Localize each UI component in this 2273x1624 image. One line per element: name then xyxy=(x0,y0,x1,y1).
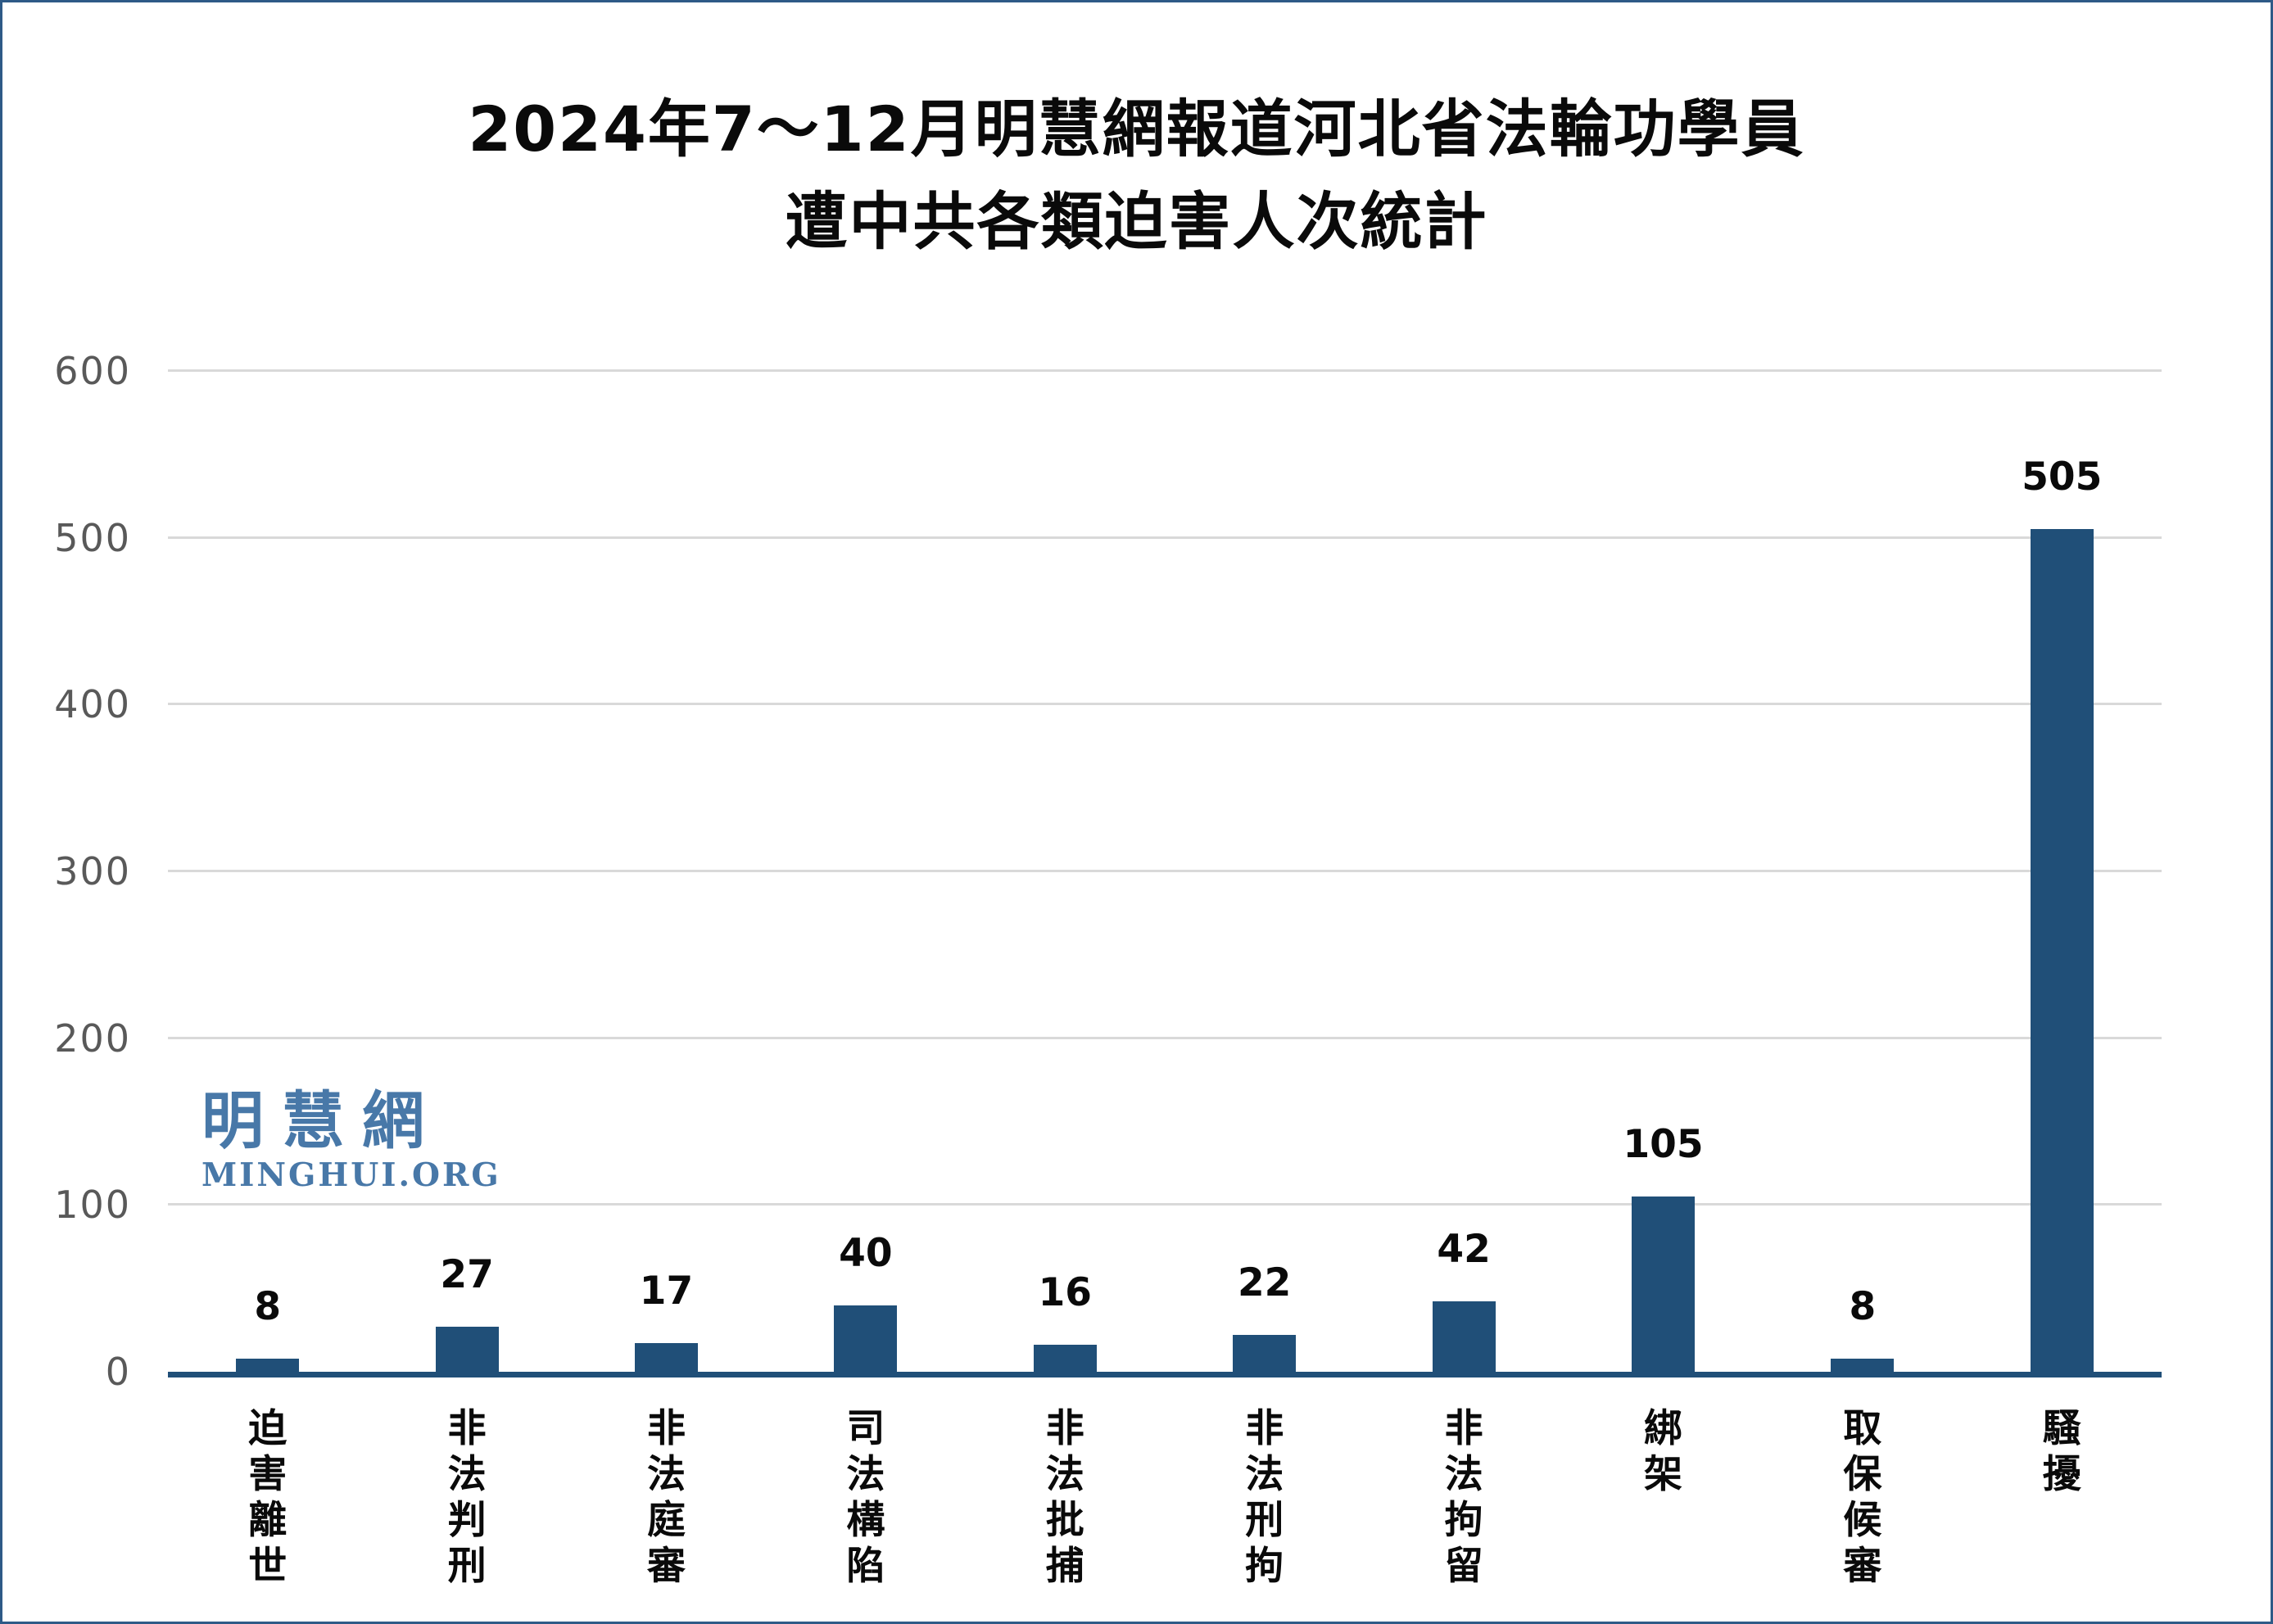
y-tick-label-500: 500 xyxy=(54,515,131,560)
chart-title: 2024年7～12月明慧網報道河北省法輪功學員 遭中共各類迫害人次統計 xyxy=(2,83,2271,268)
y-tick-label-300: 300 xyxy=(54,849,131,893)
gridline-500 xyxy=(168,536,2162,539)
x-category-label-非法庭審: 非 法 庭 審 xyxy=(646,1406,686,1589)
bar-value-取保候審: 8 xyxy=(1849,1283,1877,1329)
bar-綁架 xyxy=(1632,1197,1695,1372)
x-axis-line xyxy=(168,1372,2162,1377)
bar-取保候審 xyxy=(1831,1358,1895,1372)
bar-非法拘留 xyxy=(1432,1301,1496,1372)
bar-非法庭審 xyxy=(635,1343,698,1372)
bar-騷擾 xyxy=(2030,529,2094,1372)
x-category-label-綁架: 綁 架 xyxy=(1643,1406,1682,1497)
bar-非法刑拘 xyxy=(1233,1335,1297,1372)
bar-value-非法批捕: 16 xyxy=(1038,1270,1092,1316)
x-category-label-非法拘留: 非 法 拘 留 xyxy=(1444,1406,1483,1589)
chart-title-line1: 2024年7～12月明慧網報道河北省法輪功學員 xyxy=(468,93,1805,165)
x-category-label-司法構陷: 司 法 構 陷 xyxy=(846,1406,885,1589)
bar-非法判刑 xyxy=(435,1327,499,1372)
bar-迫害離世 xyxy=(236,1358,300,1372)
gridline-600 xyxy=(168,369,2162,372)
y-tick-label-600: 600 xyxy=(54,349,131,393)
bar-value-非法拘留: 42 xyxy=(1437,1227,1491,1273)
bar-value-綁架: 105 xyxy=(1623,1122,1704,1168)
y-tick-label-0: 0 xyxy=(105,1350,131,1394)
gridline-300 xyxy=(168,870,2162,872)
minghui-watermark: 明慧網 MINGHUI.ORG xyxy=(201,1084,501,1194)
bar-value-非法刑拘: 22 xyxy=(1237,1260,1292,1306)
x-category-label-非法刑拘: 非 法 刑 拘 xyxy=(1245,1406,1284,1589)
bar-value-司法構陷: 40 xyxy=(839,1230,893,1276)
bar-value-非法判刑: 27 xyxy=(440,1252,494,1298)
x-category-label-非法判刑: 非 法 判 刑 xyxy=(447,1406,487,1589)
bar-非法批捕 xyxy=(1033,1345,1097,1372)
bar-value-非法庭審: 17 xyxy=(639,1269,694,1314)
bar-chart-plot-area: 0 100 200 300 400 500 600 8 迫 害 離 世 27 非 法 判 刑 17 非 … xyxy=(54,352,2162,1589)
gridline-200 xyxy=(168,1036,2162,1039)
bar-value-騷擾: 505 xyxy=(2022,455,2103,500)
x-category-label-迫害離世: 迫 害 離 世 xyxy=(248,1406,288,1589)
x-category-label-取保候審: 取 保 候 審 xyxy=(1843,1406,1882,1589)
x-category-label-非法批捕: 非 法 批 捕 xyxy=(1045,1406,1084,1589)
watermark-latin-text: MINGHUI.ORG xyxy=(201,1156,501,1194)
gridline-400 xyxy=(168,703,2162,706)
bar-司法構陷 xyxy=(834,1305,898,1372)
gridline-100 xyxy=(168,1203,2162,1206)
y-tick-label-400: 400 xyxy=(54,682,131,727)
y-tick-label-100: 100 xyxy=(54,1183,131,1228)
x-category-label-騷擾: 騷 擾 xyxy=(2042,1406,2081,1497)
y-tick-label-200: 200 xyxy=(54,1016,131,1061)
watermark-cjk-text: 明慧網 xyxy=(201,1084,442,1157)
chart-title-line2: 遭中共各類迫害人次統計 xyxy=(785,185,1488,258)
bar-value-迫害離世: 8 xyxy=(254,1283,282,1329)
